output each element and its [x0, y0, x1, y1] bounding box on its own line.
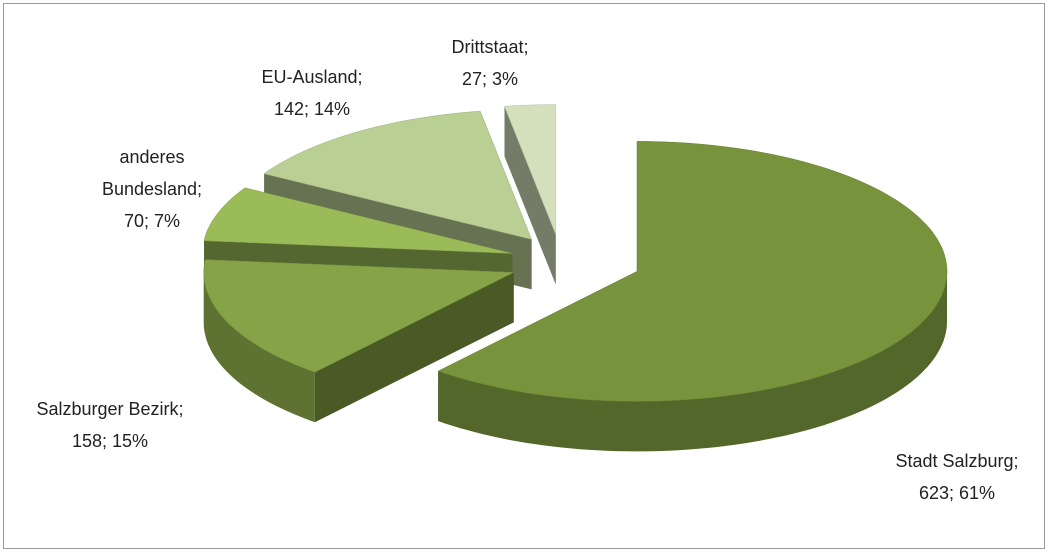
data-label: EU-Ausland; [261, 67, 362, 87]
data-label: Bundesland; [102, 179, 202, 199]
slice-top [504, 104, 557, 235]
slice [203, 259, 515, 423]
data-label: 70; 7% [124, 211, 180, 231]
data-label: 142; 14% [274, 99, 350, 119]
slice-top [203, 259, 515, 373]
slice-top [437, 141, 948, 402]
slice-top [203, 187, 513, 254]
data-label: 27; 3% [462, 69, 518, 89]
slice [437, 141, 948, 452]
slice-wall [438, 271, 947, 452]
slice-top [263, 110, 533, 240]
data-label: Drittstaat; [451, 37, 528, 57]
data-label: Salzburger Bezirk; [36, 399, 183, 419]
slice-side [504, 106, 556, 285]
data-label: anderes [119, 147, 184, 167]
data-label: Stadt Salzburg; [895, 451, 1018, 471]
slice [504, 104, 557, 285]
slice-wall [203, 272, 315, 423]
data-label: 158; 15% [72, 431, 148, 451]
data-label: 623; 61% [919, 483, 995, 503]
